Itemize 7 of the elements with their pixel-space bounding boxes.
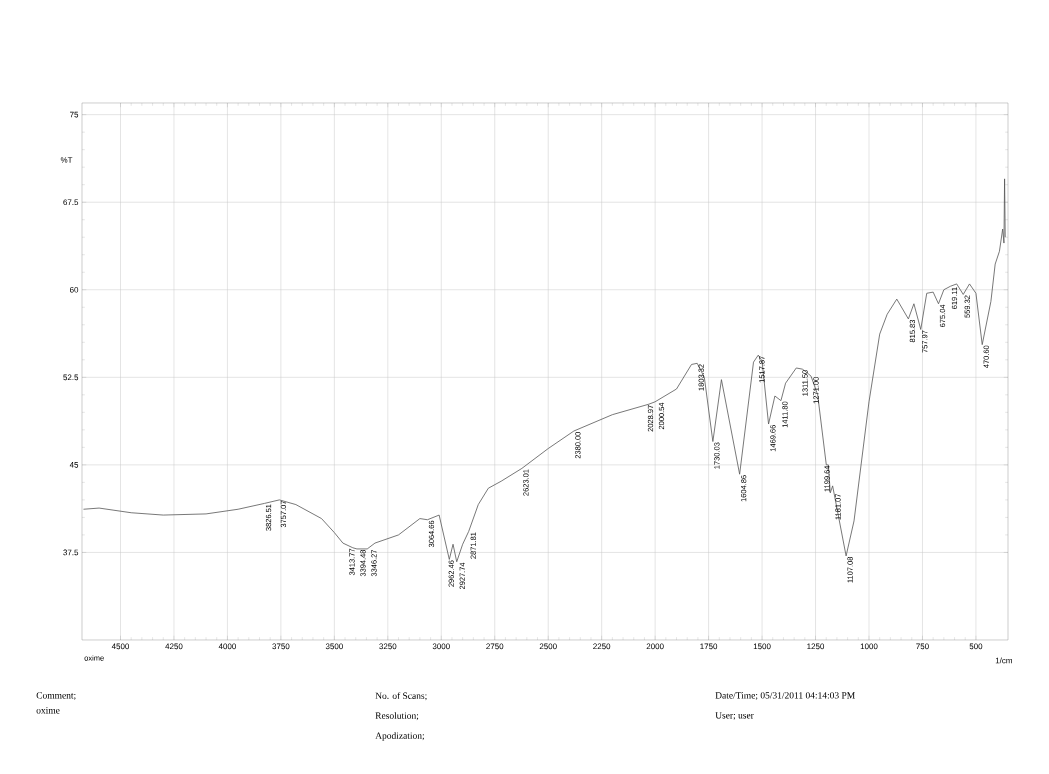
text: Comment; bbox=[36, 692, 76, 700]
text: Apodization; bbox=[375, 732, 424, 741]
text: Date/Time; 05/31/2011 04:14:03 PM bbox=[715, 692, 855, 700]
text: No. of Scans; bbox=[375, 692, 427, 701]
text: Resolution; bbox=[375, 712, 419, 721]
text: User; user bbox=[715, 712, 754, 720]
text: oxime bbox=[36, 707, 60, 714]
